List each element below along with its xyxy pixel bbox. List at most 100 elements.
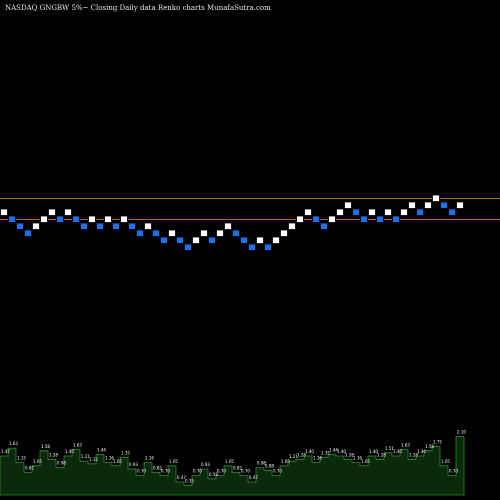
renko-brick-31 [248,243,256,251]
volume-label-5: 1.58 [41,444,50,449]
volume-label-52: 1.40 [417,449,426,454]
volume-label-6: 1.28 [49,452,58,457]
volume-label-3: 0.82 [25,465,34,470]
renko-brick-51 [408,201,416,209]
volume-label-7: 0.98 [57,461,66,466]
renko-brick-39 [312,215,320,223]
volume-label-29: 0.82 [233,465,242,470]
volume-label-30: 0.70 [241,469,250,474]
volume-label-15: 1.35 [121,450,130,455]
renko-brick-10 [80,222,88,230]
renko-brick-20 [160,236,168,244]
volume-label-43: 1.28 [345,452,354,457]
renko-brick-26 [208,236,216,244]
renko-brick-22 [176,236,184,244]
volume-label-23: 0.35 [185,478,194,483]
volume-label-8: 1.40 [65,449,74,454]
volume-label-40: 1.35 [321,450,330,455]
renko-brick-14 [112,222,120,230]
renko-brick-15 [120,215,128,223]
renko-brick-34 [272,236,280,244]
renko-brick-23 [184,243,192,251]
renko-brick-9 [72,215,80,223]
volume-label-54: 1.75 [433,439,442,444]
volume-label-20: 0.70 [161,469,170,474]
renko-brick-8 [64,208,72,216]
volume-label-35: 1.05 [281,459,290,464]
renko-brick-33 [264,243,272,251]
renko-brick-40 [320,222,328,230]
volume-label-18: 1.16 [145,456,154,461]
volume-label-46: 1.40 [369,449,378,454]
volume-label-37: 1.28 [297,452,306,457]
renko-brick-3 [24,229,32,237]
renko-brick-42 [336,208,344,216]
renko-brick-30 [240,236,248,244]
renko-brick-12 [96,222,104,230]
volume-label-47: 1.28 [377,452,386,457]
volume-label-0: 1.47 [1,449,10,454]
chart-title: NASDAQ GNGBW 5%~ Closing Daily data Renk… [5,4,271,12]
volume-label-9: 1.63 [73,443,82,448]
renko-brick-5 [40,215,48,223]
renko-brick-54 [432,194,440,202]
volume-label-36: 1.21 [289,454,298,459]
volume-label-57: 2.10 [457,430,466,435]
renko-brick-52 [416,208,424,216]
renko-brick-57 [456,201,464,209]
volume-label-10: 1.21 [81,454,90,459]
renko-brick-6 [48,208,56,216]
volume-label-4: 1.05 [33,459,42,464]
renko-brick-25 [200,229,208,237]
volume-panel: 1.471.631.150.821.051.581.280.981.401.63… [0,430,466,496]
volume-label-14: 1.05 [113,459,122,464]
volume-label-17: 0.70 [137,469,146,474]
renko-brick-2 [16,222,24,230]
volume-label-2: 1.15 [17,456,26,461]
renko-brick-41 [328,215,336,223]
renko-brick-21 [168,229,176,237]
volume-area [0,436,465,496]
volume-label-19: 0.82 [153,465,162,470]
renko-brick-17 [136,229,144,237]
renko-brick-48 [384,208,392,216]
volume-label-22: 0.47 [177,475,186,480]
volume-label-45: 1.05 [361,459,370,464]
volume-label-16: 0.93 [129,462,138,467]
renko-brick-36 [288,222,296,230]
volume-label-55: 1.05 [441,459,450,464]
volume-label-28: 1.05 [225,459,234,464]
renko-brick-49 [392,215,400,223]
renko-bricks [0,194,464,251]
renko-brick-27 [216,229,224,237]
volume-label-48: 1.51 [385,446,394,451]
renko-brick-18 [144,222,152,230]
renko-brick-24 [192,236,200,244]
renko-brick-35 [280,229,288,237]
volume-label-32: 0.98 [257,461,266,466]
reference-lines [0,198,500,220]
renko-brick-44 [352,208,360,216]
renko-brick-38 [304,208,312,216]
volume-label-33: 0.88 [265,463,274,468]
volume-label-12: 1.44 [97,448,106,453]
volume-label-51: 1.28 [409,452,418,457]
renko-brick-46 [368,208,376,216]
renko-brick-32 [256,236,264,244]
volume-label-50: 1.63 [401,443,410,448]
volume-label-39: 1.16 [313,456,322,461]
renko-brick-45 [360,215,368,223]
renko-brick-29 [232,229,240,237]
renko-brick-47 [376,215,384,223]
renko-brick-55 [440,201,448,209]
volume-label-56: 0.70 [449,469,458,474]
volume-label-11: 1.12 [89,457,98,462]
renko-brick-56 [448,208,456,216]
renko-brick-13 [104,215,112,223]
volume-label-38: 1.40 [305,449,314,454]
renko-brick-53 [424,201,432,209]
renko-brick-16 [128,222,136,230]
volume-label-44: 1.16 [353,456,362,461]
volume-label-53: 1.58 [425,444,434,449]
volume-label-42: 1.40 [337,449,346,454]
